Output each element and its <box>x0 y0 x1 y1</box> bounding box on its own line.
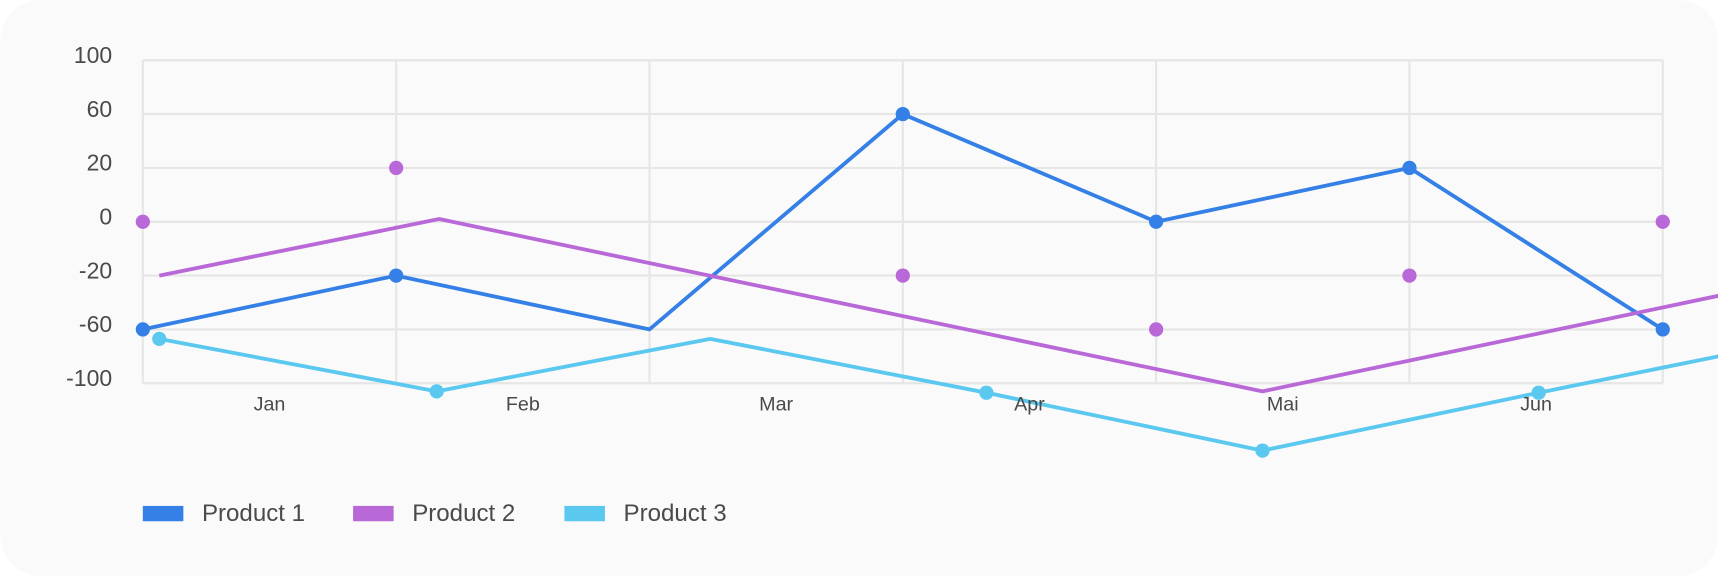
data-point <box>389 268 404 283</box>
x-tick-label: Mar <box>759 393 793 415</box>
y-tick-label: 100 <box>74 42 112 68</box>
y-tick-label: -100 <box>66 365 112 391</box>
data-point <box>389 160 404 176</box>
data-point <box>135 214 150 229</box>
data-point <box>979 385 994 400</box>
data-point <box>1149 322 1164 337</box>
y-tick-label: -20 <box>79 257 112 283</box>
legend-label: Product 3 <box>624 500 727 527</box>
legend-label: Product 1 <box>202 500 305 527</box>
data-point <box>429 384 444 399</box>
data-point <box>1531 385 1546 400</box>
series-line <box>158 217 1718 394</box>
data-point <box>1655 322 1670 337</box>
data-point <box>1655 214 1670 229</box>
y-tick-label: -60 <box>79 311 112 337</box>
x-tick-label: Feb <box>506 393 540 415</box>
x-tick-label: Mai <box>1267 393 1299 415</box>
data-point <box>1402 268 1417 283</box>
legend-swatch <box>564 505 605 522</box>
legend-swatch <box>353 505 394 522</box>
y-tick-label: 20 <box>87 150 113 176</box>
data-point <box>152 331 167 346</box>
legend-swatch <box>142 505 184 522</box>
x-tick-label: Jan <box>254 393 286 415</box>
data-point <box>135 322 150 337</box>
data-point <box>895 268 910 283</box>
data-point <box>895 106 910 122</box>
data-point <box>1402 160 1417 176</box>
x-tick-label: Jun <box>1520 393 1552 415</box>
legend-label: Product 2 <box>412 500 515 527</box>
data-point <box>1149 214 1164 229</box>
y-tick-label: 60 <box>87 96 113 122</box>
data-point <box>1255 443 1270 458</box>
y-tick-label: 0 <box>99 204 112 230</box>
x-tick-label: Apr <box>1014 393 1045 415</box>
